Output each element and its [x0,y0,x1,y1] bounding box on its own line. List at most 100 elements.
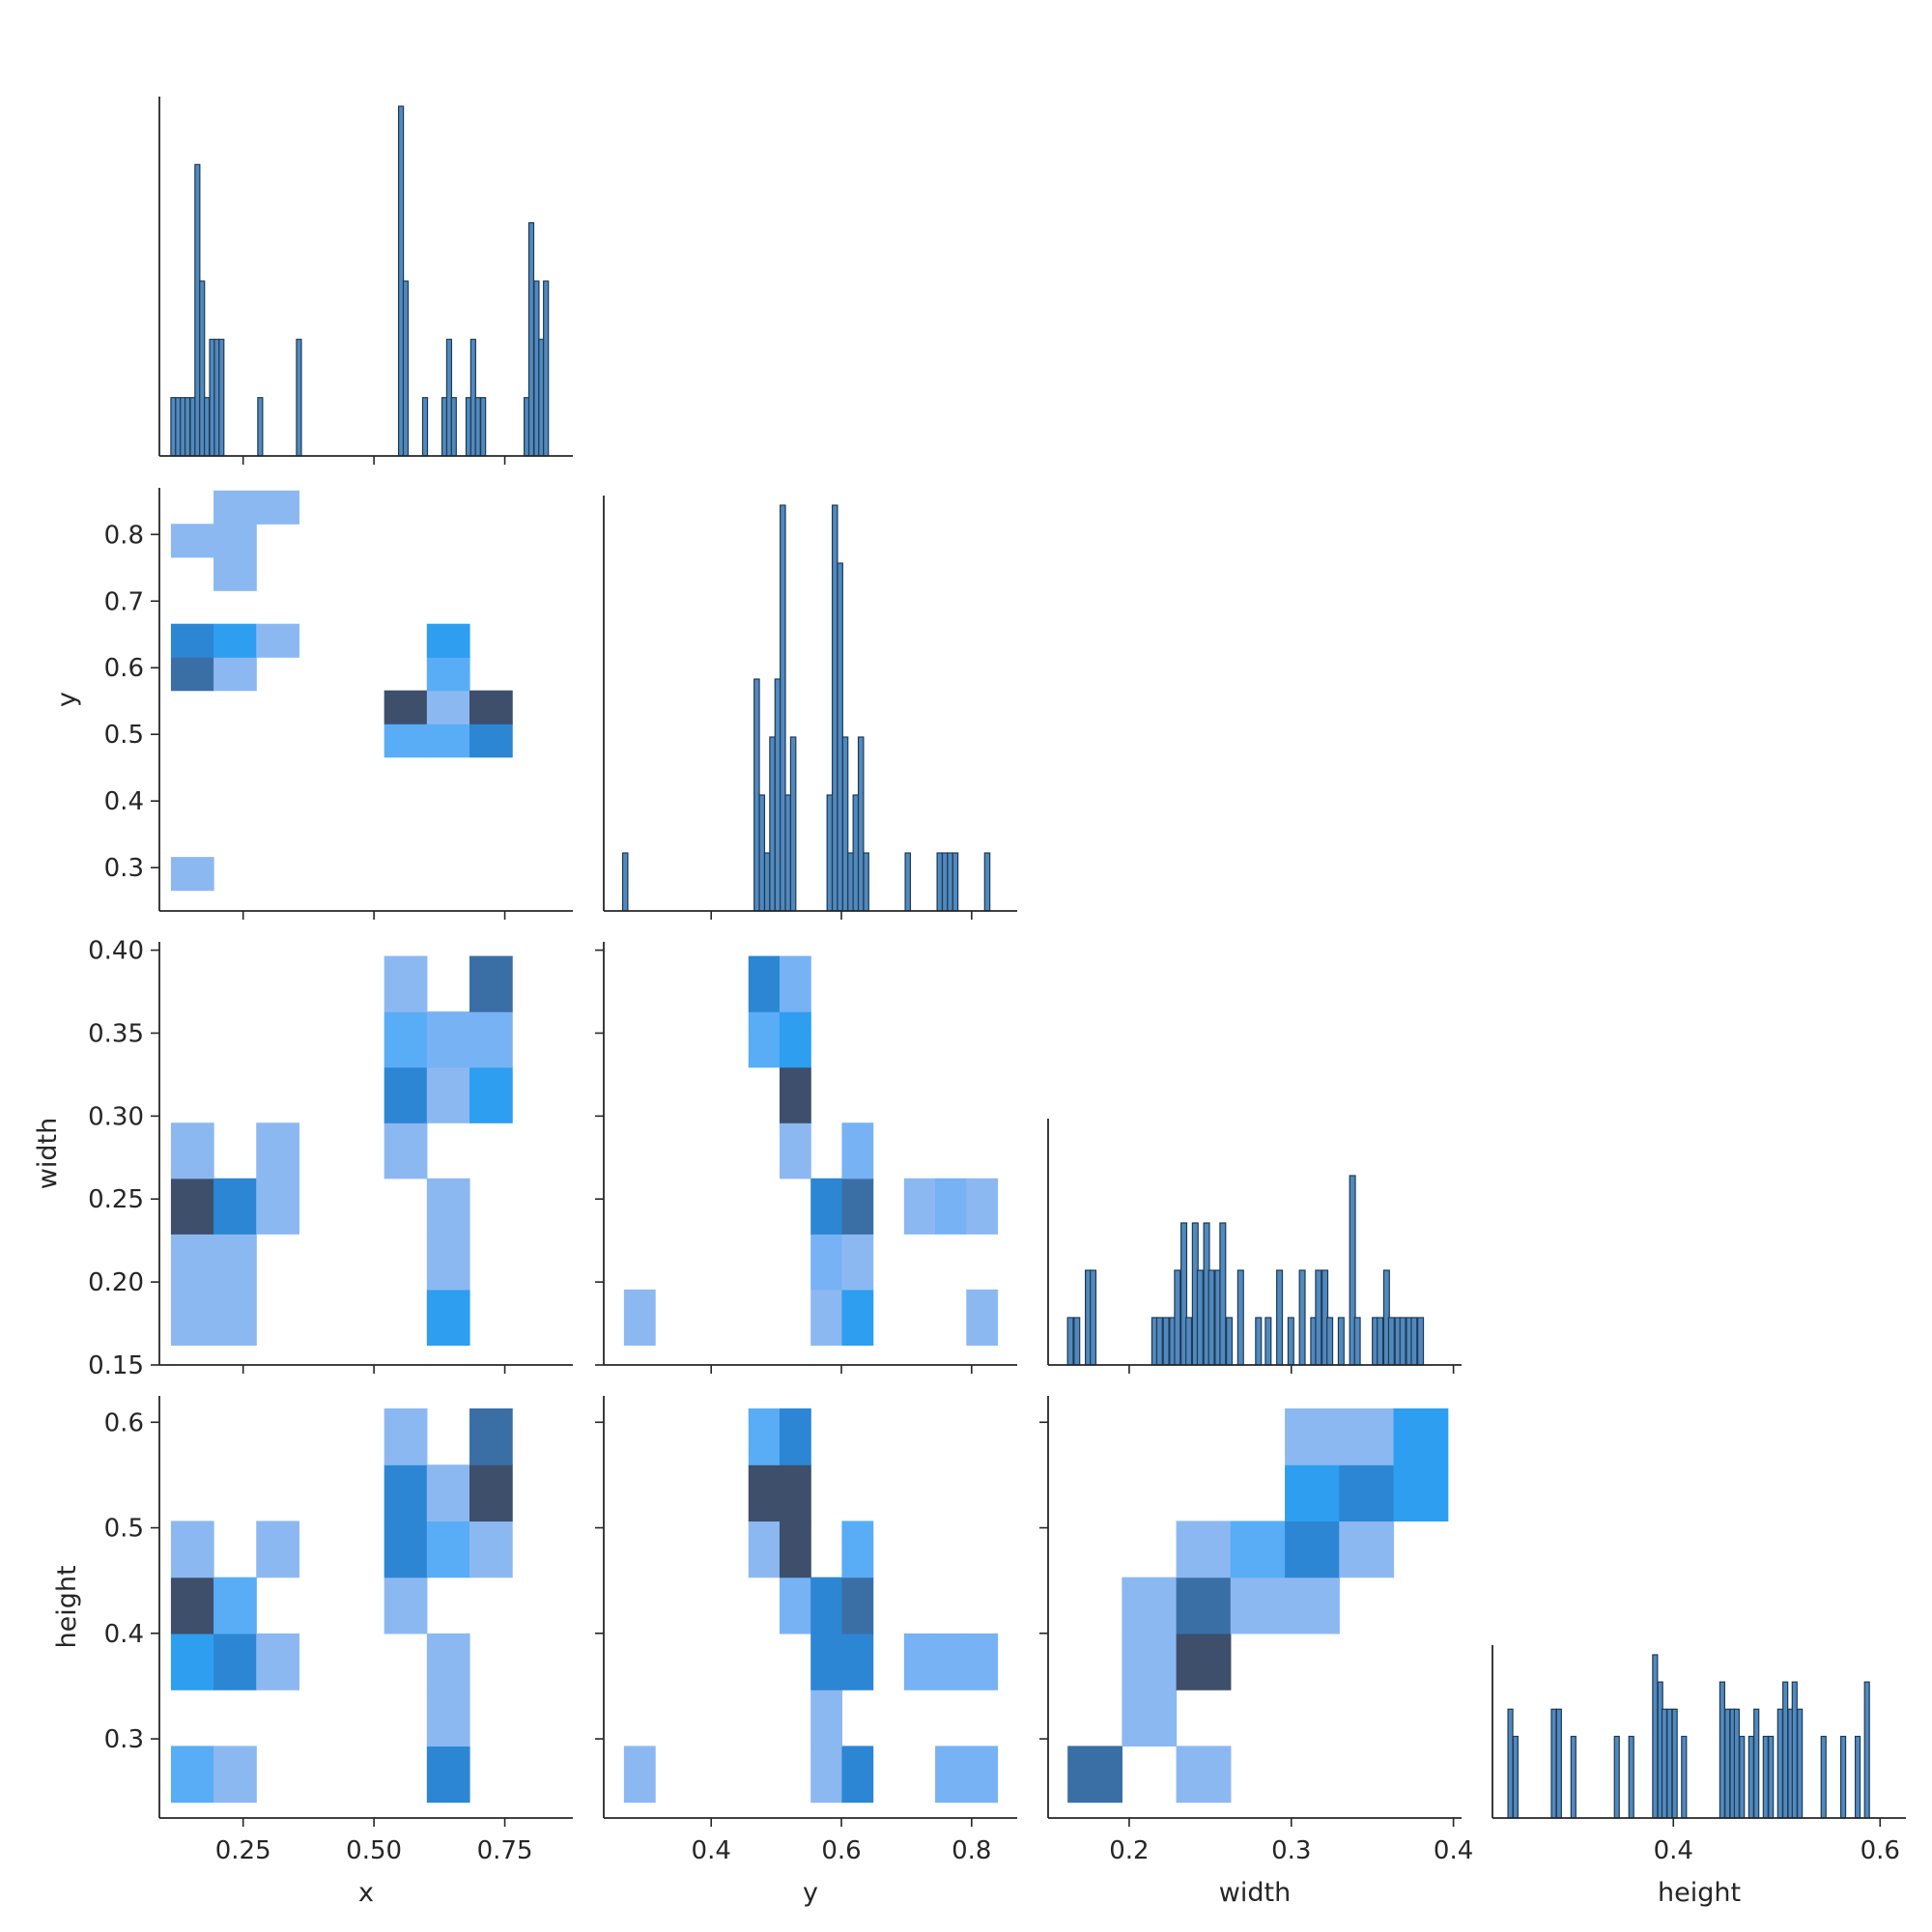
heatmap-cell [469,1066,513,1123]
histogram-bar [175,397,182,457]
histogram-bar [1387,1317,1395,1366]
histogram-bar [1507,1708,1514,1819]
histogram-bar [784,794,792,912]
histogram-bar [1724,1708,1731,1819]
heatmap-height-vs-y [623,1408,999,1804]
histogram-bar [1090,1269,1097,1366]
histogram-bar [947,852,953,912]
heatmap-cell [810,1633,843,1690]
heatmap-cell [469,1011,513,1068]
histogram-bar [1652,1654,1659,1819]
heatmap-cell [841,1289,874,1346]
histogram-bar [203,397,211,457]
histogram-bar [1410,1317,1418,1366]
histogram-bar [1287,1317,1294,1366]
heatmap-cell [841,1746,874,1804]
histogram-bar [1628,1735,1634,1819]
y-tick-label: 0.3 [104,1725,144,1754]
axes-y-vs-y [603,496,1017,920]
histogram-x [170,105,550,457]
y-tick-label: 0.30 [88,1102,144,1131]
histogram-bar [1226,1317,1234,1366]
heatmap-cell [256,1633,299,1690]
histogram-bar [450,397,457,457]
histogram-bar [1681,1735,1688,1819]
histogram-bar [1854,1735,1861,1819]
heatmap-cell [841,1633,874,1690]
histogram-bar [180,397,186,457]
heatmap-cell [426,1464,470,1522]
histogram-bar [1155,1317,1163,1366]
x-tick-label: 0.2 [1109,1836,1149,1865]
y-tick-label: 0.5 [104,1515,144,1544]
heatmap-cell [469,724,513,758]
histogram-bar [1353,1317,1361,1366]
histogram-bar [936,852,944,912]
heatmap-cell [779,1577,811,1634]
y-tick-label: 0.20 [88,1268,144,1297]
histogram-bar [1791,1681,1798,1819]
heatmap-cell [170,524,214,558]
histogram-bar [1264,1317,1272,1366]
histogram-bar [440,397,448,457]
heatmap-cell [170,1746,214,1804]
y-tick-label: 0.6 [104,1408,144,1437]
heatmap-cell [426,690,470,724]
heatmap-cell [256,1122,299,1179]
histogram-bar [1762,1735,1769,1819]
histogram-bar [199,280,206,457]
heatmap-cell [1176,1633,1232,1690]
x-axis-label-y: y [803,1878,818,1908]
axes-height-vs-height: 0.4 0.6 [1492,1645,1906,1865]
heatmap-height-vs-width [1067,1408,1449,1804]
histogram-bar [831,504,838,912]
histogram-bar [1512,1735,1519,1819]
histogram-bar [1550,1708,1557,1819]
heatmap-cell [966,1178,999,1235]
heatmap-cell [469,1408,513,1465]
histogram-bar [837,562,843,912]
heatmap-cell [1285,1577,1340,1634]
heatmap-cell [779,955,811,1012]
axes-height-vs-y: 0.4 0.6 0.8 [595,1396,1017,1865]
heatmap-cell [779,1011,811,1068]
axes-height-vs-width: 0.2 0.3 0.4 [1039,1396,1473,1865]
y-axis-label-y: y [52,692,82,707]
histogram-bar [857,736,865,912]
heatmap-cell [935,1633,967,1690]
x-axis-label-width: width [1219,1878,1291,1908]
histogram-bar [1208,1269,1215,1366]
histogram-bar [1174,1269,1181,1366]
heatmap-cell [213,1178,257,1235]
heatmap-cell [213,1746,257,1804]
heatmap-cell [256,1520,299,1578]
heatmap-cell [810,1746,843,1804]
heatmap-cell [213,1234,257,1291]
x-axis-label-x: x [358,1878,374,1908]
histogram-bar [1797,1708,1804,1819]
heatmap-cell [170,1234,214,1291]
heatmap-cell [426,623,470,658]
heatmap-cell [426,1234,470,1291]
heatmap-height-vs-x [170,1408,513,1804]
histogram-bar [1820,1735,1827,1819]
heatmap-cell [170,1577,214,1634]
histogram-bar [826,794,834,912]
histogram-bar [1839,1735,1847,1819]
heatmap-cell [384,690,428,724]
y-tick-label: 0.3 [104,854,144,883]
histogram-bar [402,280,410,457]
heatmap-cell [384,1464,428,1522]
heatmap-cell [1230,1577,1286,1634]
histogram-bar [480,397,487,457]
histogram-bar [1747,1735,1754,1819]
histogram-bar [1066,1317,1074,1366]
histogram-bar [296,338,302,457]
x-tick-label: 0.6 [1861,1836,1900,1865]
heatmap-y-vs-x [170,490,513,892]
heatmap-cell [810,1690,843,1747]
axes-x-vs-x [158,97,573,465]
heatmap-cell [426,724,470,758]
heatmap-cell [1393,1408,1449,1465]
heatmap-cell [469,955,513,1012]
